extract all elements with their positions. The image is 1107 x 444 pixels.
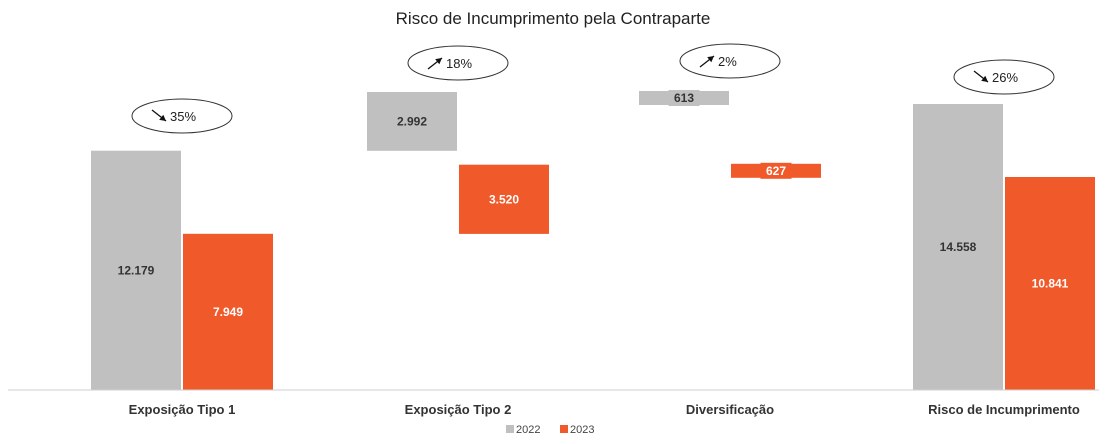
- value-label-2022-3: 14.558: [940, 240, 977, 254]
- change-callout: 35%: [131, 98, 233, 134]
- legend: 2022 2023: [506, 424, 594, 436]
- change-percent: 26%: [992, 70, 1018, 85]
- change-callout: 2%: [679, 43, 781, 79]
- arrow-head-icon: [159, 114, 166, 121]
- bar-2023-3: [1005, 177, 1095, 390]
- legend-swatch: [560, 425, 568, 433]
- bar-2023-0: [183, 233, 273, 390]
- category-label: Risco de Incumprimento: [928, 402, 1080, 417]
- value-label-2023-1: 3.520: [489, 192, 519, 206]
- bars-layer: 12.179 2.992 613 14.558 7.949 3.520 627 10.841: [91, 90, 1095, 390]
- value-label-2022-1: 2.992: [397, 114, 427, 128]
- value-label-2023-3: 10.841: [1032, 277, 1069, 291]
- value-label-bg: [760, 162, 792, 179]
- category-label: Exposição Tipo 1: [129, 402, 236, 417]
- value-label-2023-2: 627: [766, 164, 786, 178]
- callout-ellipse: [407, 45, 509, 81]
- change-callout: 18%: [407, 45, 509, 81]
- change-percent: 2%: [718, 54, 737, 69]
- category-labels: Exposição Tipo 1 Exposição Tipo 2 Diversif…: [129, 402, 1080, 417]
- chart-title: Risco de Incumprimento pela Contraparte: [396, 9, 711, 28]
- change-percent: 18%: [446, 56, 472, 71]
- category-label: Exposição Tipo 2: [405, 402, 512, 417]
- bar-2022-3: [913, 104, 1003, 390]
- change-callouts: 35% 18% 2% 26%: [131, 43, 1055, 134]
- bar-2022-0: [91, 150, 181, 390]
- arrow-head-icon: [981, 75, 988, 82]
- bar-2023-1: [459, 164, 549, 234]
- value-label-2022-2: 613: [674, 91, 694, 105]
- callout-ellipse: [131, 98, 233, 134]
- category-label: Diversificação: [686, 402, 774, 417]
- arrow-head-icon: [435, 58, 442, 65]
- value-label-2023-0: 7.949: [213, 305, 243, 319]
- legend-swatch: [506, 425, 514, 433]
- value-label-bg: [668, 90, 700, 106]
- arrow-head-icon: [707, 56, 714, 63]
- legend-label: 2023: [570, 424, 594, 436]
- change-callout: 26%: [953, 59, 1055, 95]
- change-percent: 35%: [170, 109, 196, 124]
- bar-2022-1: [367, 92, 457, 151]
- callout-ellipse: [679, 43, 781, 79]
- value-label-2022-0: 12.179: [118, 263, 155, 277]
- callout-ellipse: [953, 59, 1055, 95]
- legend-label: 2022: [516, 424, 540, 436]
